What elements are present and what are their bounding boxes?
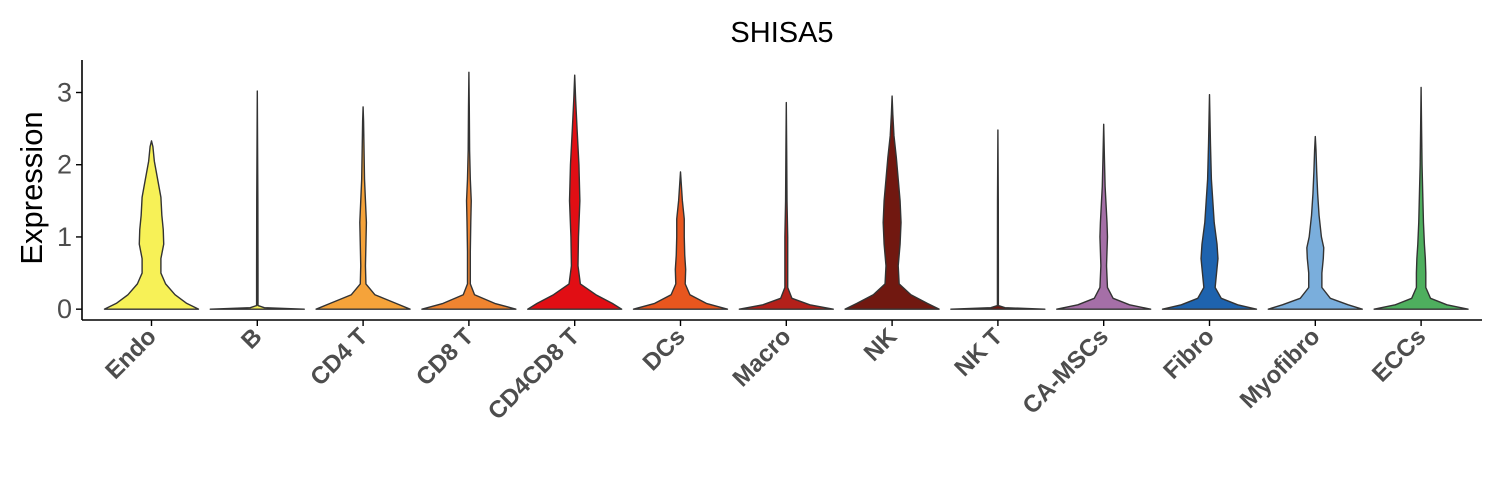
violin-ca-mscs [1056,123,1152,310]
x-axis-ticks: Endo B CD4 T CD8 T CD4CD8 T DCs Macro NK NK T CA-… [100,320,1431,425]
violin-macro [738,101,834,310]
x-tick-label: Myofibro [1235,323,1326,414]
y-tick-label: 3 [57,78,72,108]
x-tick-label: NK T [949,323,1008,382]
violin-fibro [1161,93,1258,310]
violin-cd4cd8-t [527,74,623,310]
x-tick-label: CD4 T [305,323,373,391]
violin-dcs [632,171,729,310]
violin-cd4-t [315,106,411,310]
violin-cd8-t [421,71,517,310]
y-axis-ticks: 0 1 2 3 [57,78,82,324]
x-tick-label: CD8 T [411,323,479,391]
x-tick-label: Endo [100,323,162,385]
x-tick-label: B [236,323,267,354]
violin-nk [844,95,940,310]
y-tick-label: 2 [57,150,72,180]
chart-title: SHISA5 [730,17,833,49]
violin-group [103,71,1469,310]
x-tick-label: CD4CD8 T [483,323,585,425]
x-tick-label: CA-MSCs [1018,323,1114,419]
violin-nk-t [950,129,1046,310]
x-tick-label: Fibro [1158,323,1220,385]
y-axis-label: Expression [14,111,49,264]
violin-b [209,90,305,310]
violin-endo [103,140,200,310]
y-tick-label: 1 [57,222,72,252]
x-tick-label: DCs [638,323,691,376]
x-tick-label: NK [859,323,903,367]
violin-eccs [1373,86,1469,310]
y-tick-label: 0 [57,294,72,324]
x-tick-label: ECCs [1367,323,1431,387]
x-tick-label: Macro [727,323,796,392]
violin-myofibro [1267,135,1363,310]
